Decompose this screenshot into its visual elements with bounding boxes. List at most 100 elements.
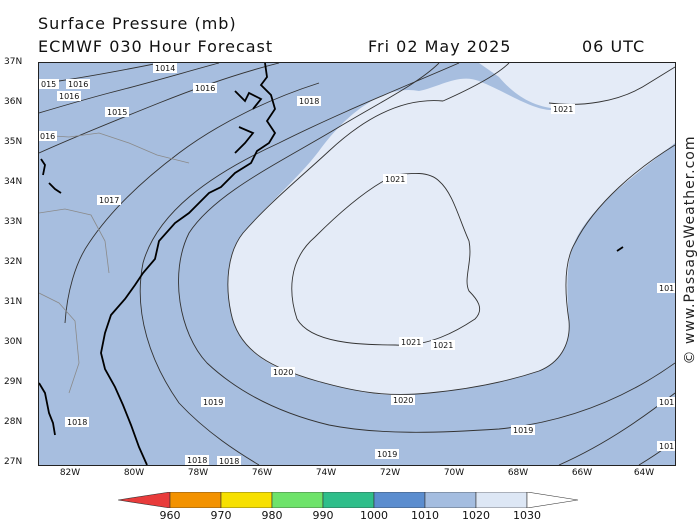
isobar-label-1016-c: 1016 (193, 83, 217, 93)
lon-label-64w: 64W (633, 468, 655, 478)
svg-text:1018: 1018 (187, 456, 207, 465)
colorbar-label-1030: 1030 (513, 509, 541, 522)
lat-label-36n: 36N (4, 97, 23, 107)
svg-text:1021: 1021 (401, 338, 421, 347)
svg-text:1014: 1014 (155, 64, 175, 73)
lon-label-72w: 72W (379, 468, 401, 478)
lat-label-37n: 37N (4, 57, 23, 67)
map-title: Surface Pressure (mb) (38, 14, 237, 33)
svg-text:1021: 1021 (553, 105, 573, 114)
svg-text:015: 015 (41, 80, 56, 89)
isobar-label-1020-b: 1020 (391, 395, 415, 405)
colorbar-swatch-1000 (373, 492, 426, 508)
isobar-label-101-a: 101 (657, 283, 675, 293)
isobar-labels: 1014 015 1016 1016 1016 1015 1018 016 10… (39, 63, 675, 466)
isobar-label-1019-b: 1019 (375, 449, 399, 459)
colorbar-swatch-1010 (424, 492, 477, 508)
pressure-map[interactable]: 1014 015 1016 1016 1016 1015 1018 016 10… (38, 62, 676, 466)
isobar-label-1018-d: 1018 (217, 456, 241, 466)
isobar-1016 (38, 62, 280, 154)
colorbar-label-970: 970 (210, 509, 232, 522)
isobar-label-101-c: 101 (657, 441, 675, 451)
forecast-date: Fri 02 May 2025 (368, 37, 512, 56)
isobar-label-1018-b: 1018 (65, 417, 89, 427)
colorbar-label-980: 980 (261, 509, 283, 522)
isobar-label-1021-a: 1021 (551, 104, 575, 114)
lon-label-66w: 66W (571, 468, 593, 478)
svg-text:1019: 1019 (203, 398, 223, 407)
colorbar-swatch-970 (220, 492, 273, 508)
lat-label-32n: 32N (4, 257, 23, 267)
pressure-field-1021-north (439, 63, 675, 143)
svg-text:1021: 1021 (385, 175, 405, 184)
colorbar-label-1010: 1010 (411, 509, 439, 522)
colorbar-swatch-980 (271, 492, 324, 508)
isobar-1017 (64, 82, 320, 324)
lat-label-34n: 34N (4, 177, 23, 187)
isobar-label-1021-b: 1021 (383, 174, 407, 184)
isobar-1019 (178, 62, 676, 433)
svg-text:1020: 1020 (273, 368, 293, 377)
lat-label-35n: 35N (4, 137, 23, 147)
svg-text:101: 101 (659, 284, 674, 293)
isobar-label-016: 016 (39, 131, 57, 141)
isobar-label-1020-a: 1020 (271, 367, 295, 377)
isobar-label-1016-b: 1016 (57, 91, 81, 101)
lon-label-68w: 68W (507, 468, 529, 478)
coastline (38, 62, 624, 466)
isobar-1021-center (291, 172, 481, 346)
isobar-1015 (38, 62, 220, 114)
lat-label-27n: 27N (4, 457, 23, 467)
isobar-label-1019-a: 1019 (201, 397, 225, 407)
pressure-colorbar (118, 492, 579, 508)
isobar-1020 (227, 100, 676, 395)
lat-label-28n: 28N (4, 417, 23, 427)
map-canvas: 1014 015 1016 1016 1016 1015 1018 016 10… (38, 62, 676, 466)
isobar-label-101-b: 101 (657, 397, 675, 407)
colorbar-label-960: 960 (159, 509, 181, 522)
colorbar-swatch-960 (169, 492, 222, 508)
svg-text:1019: 1019 (377, 450, 397, 459)
isobar-label-1019-c: 1019 (511, 425, 535, 435)
model-forecast-label: ECMWF 030 Hour Forecast (38, 37, 274, 56)
svg-text:1021: 1021 (433, 341, 453, 350)
colorbar-label-990: 990 (312, 509, 334, 522)
svg-text:101: 101 (659, 398, 674, 407)
svg-text:1018: 1018 (219, 457, 239, 465)
colorbar-arrow-low (118, 492, 171, 508)
svg-text:1016: 1016 (59, 92, 79, 101)
svg-text:1020: 1020 (393, 396, 413, 405)
lon-label-76w: 76W (251, 468, 273, 478)
colorbar-label-1020: 1020 (462, 509, 490, 522)
isobar-1018 (139, 62, 460, 466)
lat-label-29n: 29N (4, 377, 23, 387)
isobar-1021-north-a (442, 62, 510, 102)
svg-text:1019: 1019 (513, 426, 533, 435)
isobar-label-015: 015 (39, 79, 59, 89)
isobar-label-1017: 1017 (97, 195, 121, 205)
lon-label-80w: 80W (123, 468, 145, 478)
colorbar-label-1000: 1000 (360, 509, 388, 522)
lon-label-74w: 74W (315, 468, 337, 478)
lon-label-70w: 70W (443, 468, 465, 478)
svg-text:016: 016 (40, 132, 55, 141)
svg-text:1017: 1017 (99, 196, 119, 205)
credit-watermark[interactable]: © www.PassageWeather.com (682, 135, 698, 365)
isobar-label-1021-c: 1021 (399, 337, 423, 347)
lat-label-31n: 31N (4, 297, 23, 307)
isobar-label-1018-a: 1018 (297, 96, 321, 106)
isobar-lines (38, 62, 676, 466)
lat-label-30n: 30N (4, 337, 23, 347)
colorbar-swatch-990 (322, 492, 375, 508)
forecast-time: 06 UTC (582, 37, 646, 56)
svg-text:1018: 1018 (67, 418, 87, 427)
isobar-label-1018-c: 1018 (185, 455, 209, 465)
svg-text:1018: 1018 (299, 97, 319, 106)
svg-text:1016: 1016 (195, 84, 215, 93)
isobar-label-1014: 1014 (153, 63, 177, 73)
svg-text:1016: 1016 (68, 80, 88, 89)
isobar-label-1016-a: 1016 (66, 79, 90, 89)
svg-text:101: 101 (659, 442, 674, 451)
svg-text:1015: 1015 (107, 108, 127, 117)
isobar-label-1015: 1015 (105, 107, 129, 117)
